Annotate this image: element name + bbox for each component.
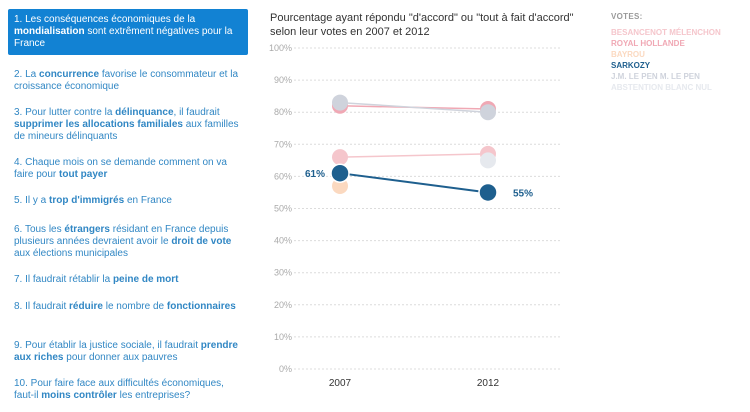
chart-title: Pourcentage ayant répondu "d'accord" ou … xyxy=(270,12,574,38)
data-point xyxy=(332,94,348,111)
y-tick-label: 30% xyxy=(274,268,292,278)
legend-item[interactable]: J.M. LE PEN M. LE PEN xyxy=(611,72,700,81)
question-item[interactable]: 4. Chaque mois on se demande comment on … xyxy=(8,157,248,181)
question-item[interactable]: 8. Il faudrait réduire le nombre de fonc… xyxy=(8,301,248,313)
question-text: favorise le consommateur et la croissanc… xyxy=(14,69,239,92)
series-line xyxy=(339,101,489,113)
question-text: 5. Il y a xyxy=(14,195,50,206)
legend-item[interactable]: ROYAL HOLLANDE xyxy=(611,39,685,48)
question-item[interactable]: 1. Les conséquences économiques de la mo… xyxy=(8,9,248,55)
question-keyword: délinquance xyxy=(115,107,174,118)
series-line xyxy=(339,153,489,158)
question-text: résidant en France depuis plusieurs anné… xyxy=(14,224,229,247)
question-keyword: trop d'immigrés xyxy=(49,195,125,206)
y-tick-label: 40% xyxy=(274,236,292,246)
question-item[interactable]: 9. Pour établir la justice sociale, il f… xyxy=(8,340,248,364)
legend-item[interactable]: BESANCENOT MÉLENCHON xyxy=(611,28,721,37)
question-text: 7. Il faudrait rétablir la xyxy=(14,274,113,285)
y-tick-label: 60% xyxy=(274,171,292,181)
question-keyword: tout payer xyxy=(59,169,108,180)
question-item[interactable]: 2. La concurrence favorise le consommate… xyxy=(8,69,248,93)
question-text: 9. Pour établir la justice sociale, il f… xyxy=(14,340,201,351)
question-text: 6. Tous les xyxy=(14,224,65,235)
question-keyword: étrangers xyxy=(64,224,110,235)
question-keyword: moins contrôler xyxy=(41,390,117,401)
question-keyword: supprimer les allocations familiales xyxy=(14,119,183,130)
x-tick-label: 2012 xyxy=(477,378,500,389)
question-item[interactable]: 3. Pour lutter contre la délinquance, il… xyxy=(8,107,248,143)
data-point xyxy=(480,152,496,169)
question-keyword: réduire xyxy=(69,301,103,312)
question-keyword: fonctionnaires xyxy=(166,301,236,312)
question-item[interactable]: 6. Tous les étrangers résidant en France… xyxy=(8,224,248,260)
question-text: 8. Il faudrait xyxy=(14,301,70,312)
question-item[interactable]: 5. Il y a trop d'immigrés en France xyxy=(8,195,248,207)
question-text: 4. Chaque mois on se demande comment on … xyxy=(14,157,227,180)
data-label: 55% xyxy=(513,188,533,199)
question-text: 10. Pour faire face aux difficultés écon… xyxy=(14,378,224,401)
data-point xyxy=(332,149,348,166)
question-keyword: droit de vote xyxy=(171,236,232,247)
question-text: les entreprises? xyxy=(116,390,191,401)
y-tick-label: 50% xyxy=(274,204,292,214)
question-keyword: peine de mort xyxy=(112,274,179,285)
legend-item[interactable]: ABSTENTION BLANC NUL xyxy=(611,83,712,92)
question-text: sont extrêment négatives pour la France xyxy=(14,26,233,49)
question-item[interactable]: 10. Pour faire face aux difficultés écon… xyxy=(8,378,248,402)
question-item[interactable]: 7. Il faudrait rétablir la peine de mort xyxy=(8,274,248,286)
question-text: le nombre de xyxy=(102,301,167,312)
legend-item[interactable]: BAYROU xyxy=(611,50,645,59)
question-text: en France xyxy=(124,195,172,206)
y-tick-label: 100% xyxy=(269,43,292,53)
question-text: 1. Les conséquences économiques de la xyxy=(14,14,196,25)
y-tick-label: 80% xyxy=(274,107,292,117)
y-tick-label: 90% xyxy=(274,75,292,85)
y-tick-label: 10% xyxy=(274,332,292,342)
y-tick-label: 20% xyxy=(274,300,292,310)
legend-item[interactable]: SARKOZY xyxy=(611,61,651,70)
question-keyword: prendre aux riches xyxy=(14,340,238,363)
series-line xyxy=(339,172,489,194)
legend: VOTES: BESANCENOT MÉLENCHON ROYAL HOLLAND… xyxy=(611,12,741,93)
question-text: 2. La xyxy=(14,69,40,80)
data-point xyxy=(480,104,496,121)
question-text: 3. Pour lutter contre la xyxy=(14,107,116,118)
question-text: , il faudrait xyxy=(173,107,220,118)
data-point xyxy=(478,182,498,203)
legend-items: BESANCENOT MÉLENCHON ROYAL HOLLANDE BAYROU… xyxy=(611,27,741,93)
x-tick-label: 2007 xyxy=(329,378,352,389)
data-point xyxy=(330,163,350,183)
y-tick-label: 0% xyxy=(279,364,292,374)
question-text: aux élections municipales xyxy=(14,248,128,259)
question-keyword: concurrence xyxy=(39,69,100,80)
question-text: pour donner aux pauvres xyxy=(63,352,178,363)
question-text: aux familles de mineurs délinquants xyxy=(14,119,239,142)
data-label: 61% xyxy=(305,169,325,180)
legend-title: VOTES: xyxy=(611,12,643,21)
y-tick-label: 70% xyxy=(274,139,292,149)
question-keyword: mondialisation xyxy=(14,26,85,37)
